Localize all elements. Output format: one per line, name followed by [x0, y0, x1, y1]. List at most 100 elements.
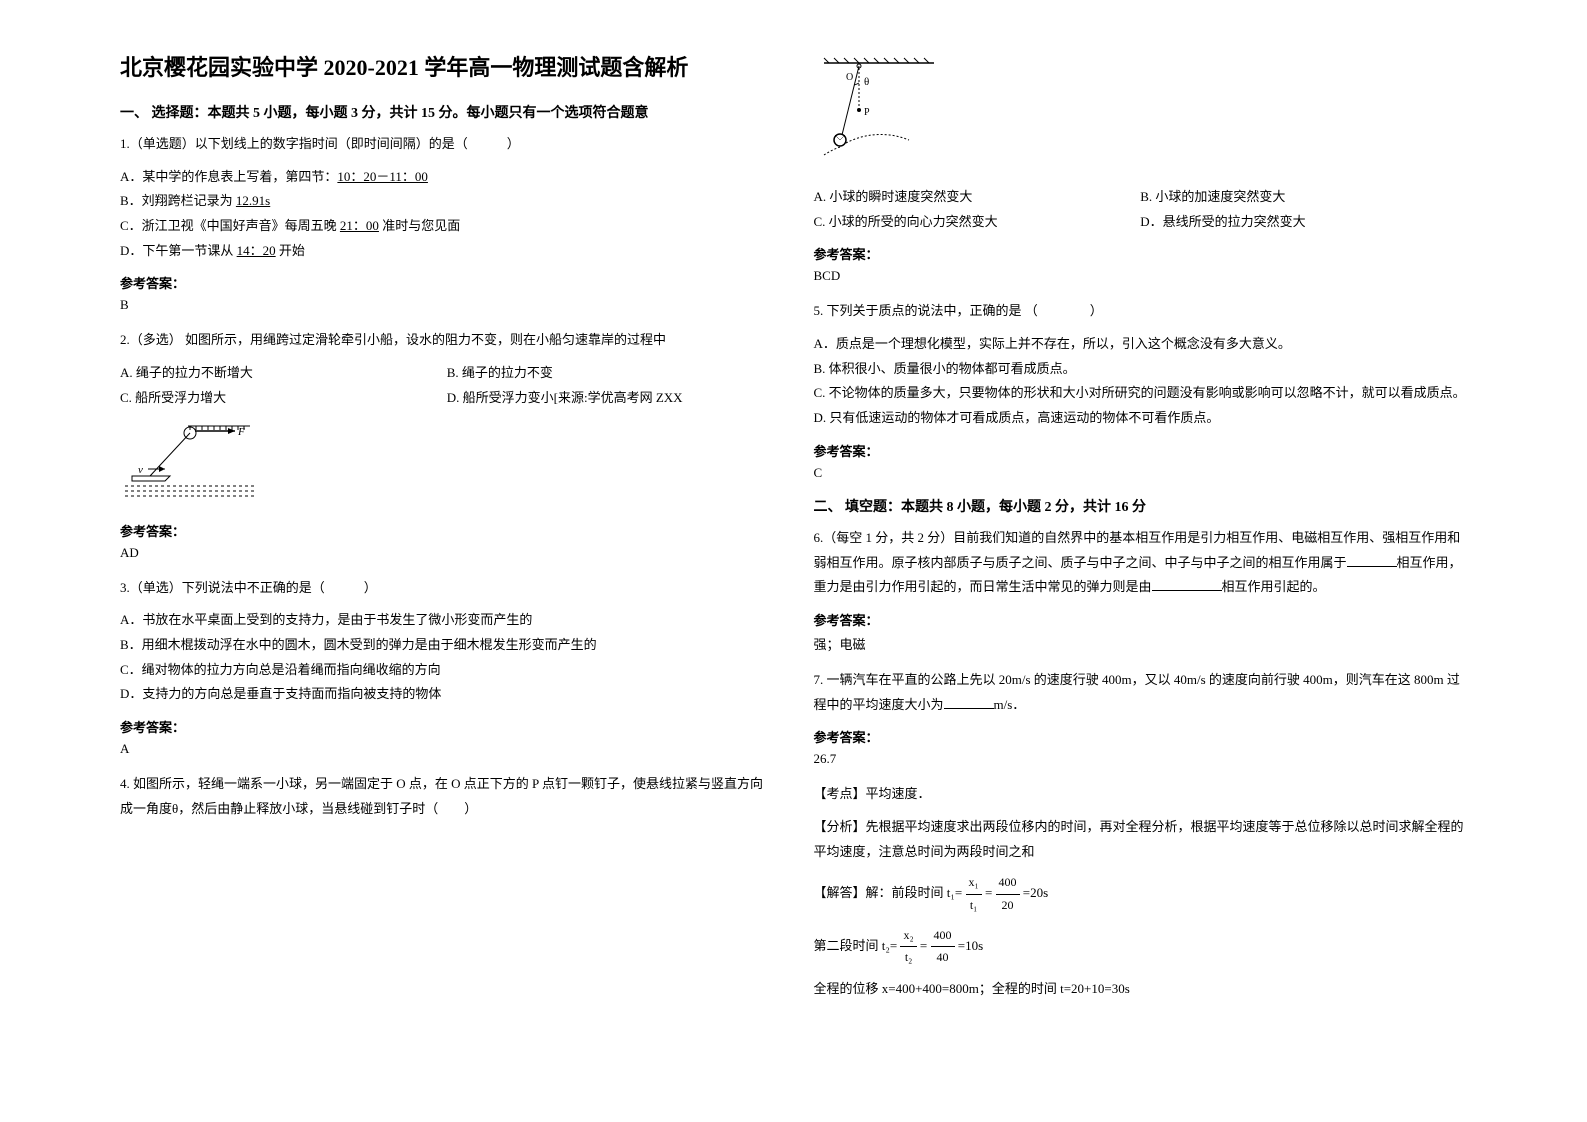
q1-answer: B [120, 297, 774, 313]
q5-stem: 5. 下列关于质点的说法中，正确的是 （ ） [814, 299, 1468, 324]
q4-answer-label: 参考答案： [814, 244, 1468, 263]
q7-frac2-num: 400 [996, 872, 1020, 895]
q5-answer: C [814, 465, 1468, 481]
q7-frac2: 40020 [996, 872, 1020, 916]
q1-opt-b: B．刘翔跨栏记录为 12.91s [120, 189, 774, 214]
q5-opt-a: A．质点是一个理想化模型，实际上并不存在，所以，引入这个概念没有多大意义。 [814, 332, 1468, 357]
q6-stem: 6.（每空 1 分，共 2 分）目前我们知道的自然界中的基本相互作用是引力相互作… [814, 526, 1468, 600]
q2-answer-label: 参考答案： [120, 521, 774, 540]
section2-header: 二、 填空题：本题共 8 小题，每小题 2 分，共计 16 分 [814, 496, 1468, 516]
q2-opt-d: D. 船所受浮力变小[来源:学优高考网 ZXX [447, 386, 774, 411]
q7-frac2-den: 20 [996, 895, 1020, 917]
q1-opt-b-pre: B．刘翔跨栏记录为 [120, 193, 236, 208]
q1-opt-d-post: 开始 [276, 243, 305, 258]
q2-opt-a: A. 绳子的拉力不断增大 [120, 361, 447, 386]
q1-opt-c: C．浙江卫视《中国好声音》每周五晚 21：00 准时与您见面 [120, 214, 774, 239]
q7-frac3: x₂t₂ [900, 925, 916, 969]
q4-answer: BCD [814, 268, 1468, 284]
q4-row2: C. 小球的所受的向心力突然变大 D．悬线所受的拉力突然变大 [814, 210, 1468, 235]
q1-opt-a-pre: A．某中学的作息表上写着，第四节： [120, 169, 337, 184]
q3-opt-a: A．书放在水平桌面上受到的支持力，是由于书发生了微小形变而产生的 [120, 608, 774, 633]
q5-options: A．质点是一个理想化模型，实际上并不存在，所以，引入这个概念没有多大意义。 B.… [814, 332, 1468, 431]
q7-frac3-den: t₂ [900, 947, 916, 969]
q4-row1: A. 小球的瞬时速度突然变大 B. 小球的加速度突然变大 [814, 185, 1468, 210]
q4-o-label: O [846, 72, 853, 83]
q4-p-label: P [864, 107, 870, 118]
q4-theta-label: θ [864, 76, 869, 88]
q1-answer-label: 参考答案： [120, 273, 774, 292]
q2-opt-c: C. 船所受浮力增大 [120, 386, 447, 411]
q2-diagram: F v [120, 421, 260, 511]
q1-opt-a-underline: 10：20－11：00 [337, 169, 428, 184]
q4-opt-c: C. 小球的所受的向心力突然变大 [814, 210, 1141, 235]
q7-frac1-num: x₁ [966, 872, 982, 895]
q3-answer-label: 参考答案： [120, 717, 774, 736]
q1-opt-c-post: 准时与您见面 [379, 218, 460, 233]
q7-stem-pre: 7. 一辆汽车在平直的公路上先以 20m/s 的速度行驶 400m，又以 40m… [814, 672, 1460, 712]
q4-opt-b: B. 小球的加速度突然变大 [1140, 185, 1467, 210]
q7-stem: 7. 一辆汽车在平直的公路上先以 20m/s 的速度行驶 400m，又以 40m… [814, 668, 1468, 717]
q6-blank1 [1347, 553, 1397, 567]
q5-opt-c: C. 不论物体的质量多大，只要物体的形状和大小对所研究的问题没有影响或影响可以忽… [814, 381, 1468, 406]
q5-opt-b: B. 体积很小、质量很小的物体都可看成质点。 [814, 357, 1468, 382]
q7-answer: 26.7 [814, 751, 1468, 767]
q7-frac3-num: x₂ [900, 925, 916, 948]
q7-frac1-den: t₁ [966, 895, 982, 917]
q7-analysis: 【分析】先根据平均速度求出两段位移内的时间，再对全程分析，根据平均速度等于总位移… [814, 815, 1468, 864]
q1-opt-a: A．某中学的作息表上写着，第四节：10：20－11：00 [120, 165, 774, 190]
q3-opt-c: C．绳对物体的拉力方向总是沿着绳而指向绳收缩的方向 [120, 658, 774, 683]
section1-header: 一、 选择题：本题共 5 小题，每小题 3 分，共计 15 分。每小题只有一个选… [120, 102, 774, 122]
q1-options: A．某中学的作息表上写着，第四节：10：20－11：00 B．刘翔跨栏记录为 1… [120, 165, 774, 264]
main-title: 北京樱花园实验中学 2020-2021 学年高一物理测试题含解析 [120, 50, 774, 82]
q3-stem: 3.（单选）下列说法中不正确的是（ ） [120, 576, 774, 601]
q7-frac4-num: 400 [931, 925, 955, 948]
q4-stem: 4. 如图所示，轻绳一端系一小球，另一端固定于 O 点，在 O 点正下方的 P … [120, 772, 774, 821]
q7-analysis-label: 【分析】 [814, 819, 866, 834]
right-column: O P θ A. 小球的瞬时速度突然变大 B. 小球的加速度突然变大 C. 小球… [794, 50, 1488, 1072]
q7-blank [944, 695, 994, 709]
q3-opt-d: D．支持力的方向总是垂直于支持面而指向被支持的物体 [120, 682, 774, 707]
q6-stem-post: 相互作用引起的。 [1222, 579, 1326, 594]
q2-row1: A. 绳子的拉力不断增大 B. 绳子的拉力不变 [120, 361, 774, 386]
q2-row2: C. 船所受浮力增大 D. 船所受浮力变小[来源:学优高考网 ZXX [120, 386, 774, 411]
q1-stem: 1.（单选题）以下划线上的数字指时间（即时间间隔）的是（ ） [120, 132, 774, 157]
q6-answer: 强；电磁 [814, 634, 1468, 653]
q1-opt-c-pre: C．浙江卫视《中国好声音》每周五晚 [120, 218, 340, 233]
q7-frac1: x₁t₁ [966, 872, 982, 916]
q1-opt-b-underline: 12.91s [236, 193, 270, 208]
q7-solve-label: 【解答】 [814, 885, 866, 900]
q2-stem: 2.（多选） 如图所示，用绳跨过定滑轮牵引小船，设水的阻力不变，则在小船匀速靠岸… [120, 328, 774, 353]
q7-stem-post: m/s． [994, 697, 1026, 712]
q2-f-label: F [237, 426, 245, 438]
q3-opt-b: B．用细木棍拨动浮在水中的圆木，圆木受到的弹力是由于细木棍发生形变而产生的 [120, 633, 774, 658]
q1-opt-c-underline: 21：00 [340, 218, 379, 233]
q1-opt-d: D．下午第一节课从 14：20 开始 [120, 239, 774, 264]
q7-analysis-text: 先根据平均速度求出两段位移内的时间，再对全程分析，根据平均速度等于总位移除以总时… [814, 819, 1464, 859]
q1-opt-d-pre: D．下午第一节课从 [120, 243, 237, 258]
q3-answer: A [120, 741, 774, 757]
q6-answer-label: 参考答案： [814, 610, 1468, 629]
q7-point-label: 【考点】 [814, 786, 866, 801]
q7-solve-post1: =20s [1023, 885, 1048, 900]
q2-v-label: v [138, 464, 143, 476]
q4-opt-a: A. 小球的瞬时速度突然变大 [814, 185, 1141, 210]
q2-answer: AD [120, 545, 774, 561]
q7-solve-pre2: 第二段时间 t₂= [814, 938, 898, 953]
q7-solve-line3: 全程的位移 x=400+400=800m；全程的时间 t=20+10=30s [814, 977, 1468, 1002]
q5-opt-d: D. 只有低速运动的物体才可看成质点，高速运动的物体不可看作质点。 [814, 406, 1468, 431]
q7-frac4: 40040 [931, 925, 955, 969]
q2-opt-b: B. 绳子的拉力不变 [447, 361, 774, 386]
q4-opt-d: D．悬线所受的拉力突然变大 [1140, 210, 1467, 235]
q7-solve-line2: 第二段时间 t₂= x₂t₂ = 40040 =10s [814, 925, 1468, 969]
q7-point-text: 平均速度． [866, 786, 931, 801]
q1-opt-d-underline: 14：20 [237, 243, 276, 258]
q6-blank2 [1152, 577, 1222, 591]
q5-answer-label: 参考答案： [814, 441, 1468, 460]
q7-solve-pre1: 解：前段时间 t₁= [866, 885, 963, 900]
q7-point: 【考点】平均速度． [814, 782, 1468, 807]
q7-solve-post2: =10s [958, 938, 983, 953]
q7-answer-label: 参考答案： [814, 727, 1468, 746]
q7-frac4-den: 40 [931, 947, 955, 969]
left-column: 北京樱花园实验中学 2020-2021 学年高一物理测试题含解析 一、 选择题：… [100, 50, 794, 1072]
q7-solve-line1: 【解答】解：前段时间 t₁= x₁t₁ = 40020 =20s [814, 872, 1468, 916]
